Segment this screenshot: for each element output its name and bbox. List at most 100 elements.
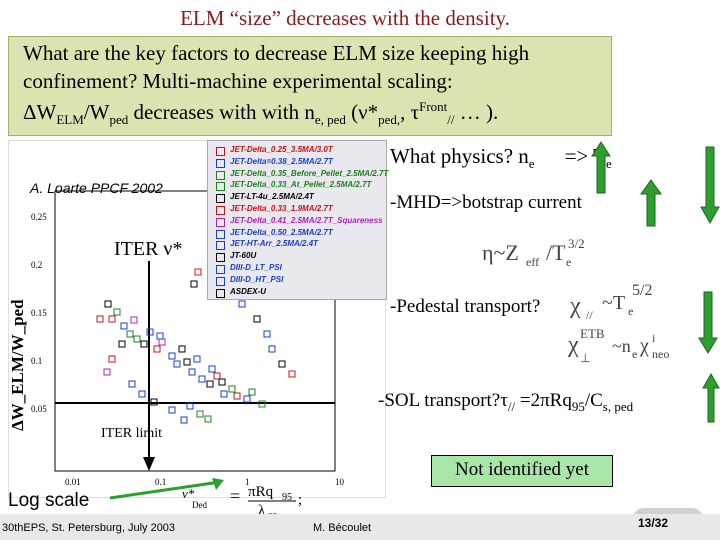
svg-text:πRq: πRq (248, 484, 274, 500)
legend-entry: JET-Delta_0.25_3.5MA/3.0T (230, 145, 333, 154)
svg-text:ETB: ETB (580, 326, 605, 341)
data-point (194, 268, 202, 276)
y-tick-label: 0.25 (31, 212, 47, 222)
plot-legend: JET-Delta_0.25_3.5MA/3.0T JET-Delta=0.38_… (207, 140, 389, 300)
data-point (228, 385, 236, 393)
data-point (178, 345, 186, 353)
log-scale-arrow (109, 478, 224, 500)
footer-conference: 30thEPS, St. Petersburg, July 2003 (2, 522, 176, 534)
legend-entry: JET-Delta_0.35_Before_Pellet_2.5MA/2.7T (230, 168, 389, 178)
data-point (218, 378, 226, 386)
scaling-plot: 0.25 0.2 0.15 0.1 0.05 0.01 0.1 1 10 ΔW_ELM/W_p… (8, 190, 345, 487)
legend-marker (216, 147, 225, 156)
data-point (268, 345, 276, 353)
eta-formula: η~Z eff /T e 3/2 (482, 236, 585, 269)
x-tick-label: 0.01 (65, 477, 81, 487)
data-point (156, 332, 164, 340)
svg-text:χ: χ (567, 332, 579, 358)
data-point (288, 370, 296, 378)
data-point (278, 360, 286, 368)
y-tick-label: 0.1 (31, 356, 42, 366)
legend-marker (216, 276, 225, 286)
svg-text:e: e (628, 304, 633, 318)
y-axis-label: ΔW_ELM/W_ped (9, 299, 27, 431)
data-point (248, 388, 256, 396)
question-line-3: ΔWELM/Wped decreases with with ne, ped (… (23, 99, 499, 128)
legend-entry: JET-Delta=0.38_2.5MA/2.7T (230, 156, 333, 166)
footer-author: M. Bécoulet (313, 522, 372, 534)
data-point (108, 315, 116, 323)
legend-marker (216, 241, 225, 251)
data-point (173, 360, 181, 368)
data-point (108, 355, 116, 363)
legend-marker (216, 158, 225, 168)
svg-text:e: e (632, 347, 637, 361)
svg-text:λ: λ (258, 503, 266, 518)
svg-text:⊥: ⊥ (580, 351, 590, 365)
pedestal-item: -Pedestal transport? (390, 296, 541, 317)
footer-page-number: 13/32 (638, 516, 669, 530)
data-point (113, 308, 121, 316)
question-line-1: What are the key factors to decrease ELM… (23, 41, 530, 65)
legend-entry: ASDEX-U (230, 286, 267, 296)
svg-text:;: ; (298, 492, 302, 508)
data-point (193, 355, 201, 363)
down-arrow-pedestal (698, 291, 718, 354)
data-point (253, 315, 261, 323)
data-point (196, 410, 204, 418)
data-point (213, 372, 221, 380)
data-point (208, 365, 216, 373)
svg-text:~T: ~T (602, 292, 625, 314)
y-ticks: 0.25 0.2 0.15 0.1 0.05 (31, 212, 47, 414)
svg-text:=: = (230, 486, 240, 506)
iter-limit-label: ITER limit (101, 426, 162, 441)
svg-text:eff: eff (526, 255, 539, 269)
up-arrow-mhd (640, 179, 662, 227)
svg-text:/T: /T (546, 240, 566, 265)
data-point (120, 322, 128, 330)
svg-text:e: e (566, 255, 571, 269)
svg-text://: // (586, 308, 593, 322)
up-arrow-ne (591, 141, 611, 194)
legend-entry: JET-Delta_0.50_2.5MA/2.7T (230, 227, 333, 237)
x-ticks: 0.01 0.1 1 10 (65, 477, 345, 487)
iter-nu-label: ITER ν* (114, 238, 182, 260)
data-point (186, 402, 194, 410)
x-tick-label: 0.1 (155, 477, 166, 487)
svg-text:χ: χ (639, 335, 649, 357)
footer-bar (0, 514, 720, 540)
legend-marker (216, 288, 225, 298)
data-point (140, 340, 148, 348)
data-point (146, 328, 154, 336)
data-point (103, 368, 111, 376)
chi-formula: χ // ~T e 5/2 (569, 282, 652, 322)
svg-text:neo: neo (652, 347, 669, 361)
svg-text:5/2: 5/2 (632, 282, 652, 299)
x-tick-label: 1 (245, 477, 250, 487)
data-point (96, 315, 104, 323)
legend-entry: JET-Delta_0.33_At_Pellet_2.5MA/2.7T (230, 180, 372, 190)
data-point (220, 390, 228, 398)
legend-marker (216, 265, 225, 274)
legend-entry: DIII-D_HT_PSI (230, 274, 284, 284)
iter-nu-arrow (143, 457, 155, 471)
sol-item: -SOL transport?τ// =2πRq95/Cs, ped (378, 390, 634, 414)
svg-text:χ: χ (569, 293, 581, 319)
question-box: What are the key factors to decrease ELM… (8, 36, 612, 136)
data-point (180, 416, 188, 424)
data-point (204, 415, 212, 423)
data-point (130, 316, 138, 324)
legend-marker (216, 170, 225, 180)
svg-text:η~Z: η~Z (482, 240, 519, 265)
citation: A. Loarte PPCF 2002 (30, 180, 163, 196)
data-point (188, 368, 196, 376)
not-identified-box: Not identified yet (431, 455, 613, 487)
down-arrow-te (700, 146, 720, 225)
data-point (153, 345, 161, 353)
legend-entry: JET-Delta_0.41_2.5MA/2.7T_Squareness (230, 215, 383, 225)
data-point (183, 358, 191, 366)
slide-title: ELM “size” decreases with the density. (180, 6, 510, 30)
legend-marker (216, 253, 225, 263)
legend-marker (216, 206, 225, 215)
data-point (258, 400, 266, 408)
